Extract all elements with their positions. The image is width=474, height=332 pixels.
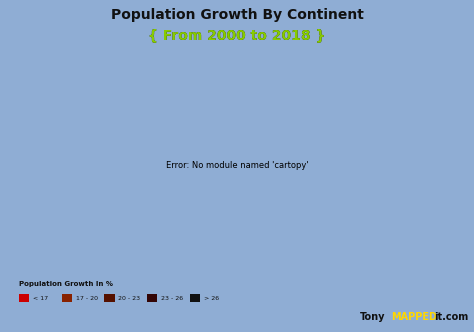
Text: { From 2000 to 2018 }: { From 2000 to 2018 } bbox=[148, 28, 326, 42]
Text: > 26: > 26 bbox=[204, 295, 219, 300]
Text: it.com: it.com bbox=[434, 312, 468, 322]
Text: 20 - 23: 20 - 23 bbox=[118, 295, 141, 300]
FancyBboxPatch shape bbox=[62, 294, 72, 302]
Text: { From 2000 to 2018 }: { From 2000 to 2018 } bbox=[148, 28, 326, 42]
Text: 23 - 26: 23 - 26 bbox=[161, 295, 183, 300]
FancyBboxPatch shape bbox=[19, 294, 29, 302]
FancyBboxPatch shape bbox=[147, 294, 157, 302]
Text: Error: No module named 'cartopy': Error: No module named 'cartopy' bbox=[166, 161, 308, 171]
FancyBboxPatch shape bbox=[190, 294, 200, 302]
FancyBboxPatch shape bbox=[104, 294, 115, 302]
Text: < 17: < 17 bbox=[33, 295, 48, 300]
Text: Population Growth By Continent: Population Growth By Continent bbox=[110, 8, 364, 22]
Text: MAPPED: MAPPED bbox=[391, 312, 437, 322]
Text: Population Growth In %: Population Growth In % bbox=[19, 281, 113, 287]
Text: 17 - 20: 17 - 20 bbox=[76, 295, 98, 300]
Text: Tony: Tony bbox=[360, 312, 386, 322]
